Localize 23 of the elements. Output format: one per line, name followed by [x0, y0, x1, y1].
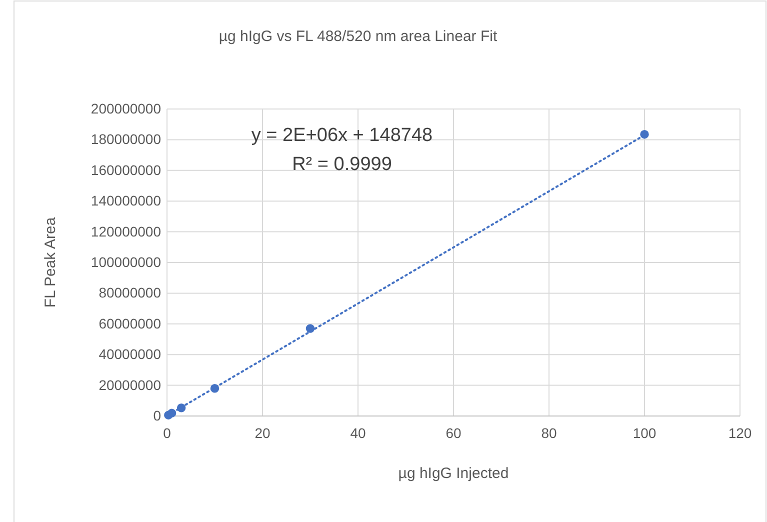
x-tick-label: 40: [350, 424, 366, 441]
x-tick-label: 120: [728, 424, 752, 441]
y-tick-label: 80000000: [98, 284, 162, 301]
annotation: y = 2E+06x + 148748: [251, 125, 433, 146]
y-tick-label: 160000000: [90, 162, 162, 178]
x-tick-label: 100: [632, 424, 656, 441]
y-tick-label: 60000000: [98, 315, 162, 332]
x-tick-label: 60: [446, 424, 462, 441]
x-tick-label: 0: [163, 424, 172, 441]
x-axis-title: µg hIgG Injected: [398, 465, 509, 482]
x-tick-label: 80: [541, 424, 557, 441]
y-tick-label: 180000000: [90, 131, 162, 148]
y-tick-label: 40000000: [98, 346, 162, 362]
x-tick-label: 20: [254, 424, 270, 441]
annotation: R² = 0.9999: [292, 154, 392, 175]
y-tick-label: 0: [153, 407, 162, 424]
y-tick-label: 140000000: [90, 192, 162, 209]
y-tick-label: 20000000: [98, 376, 162, 393]
y-tick-label: 100000000: [90, 254, 162, 270]
chart-title: µg hIgG vs FL 488/520 nm area Linear Fit: [218, 28, 498, 45]
y-tick-label: 200000000: [90, 100, 162, 116]
y-tick-label: 120000000: [90, 223, 162, 240]
y-axis-title: FL Peak Area: [42, 216, 59, 308]
